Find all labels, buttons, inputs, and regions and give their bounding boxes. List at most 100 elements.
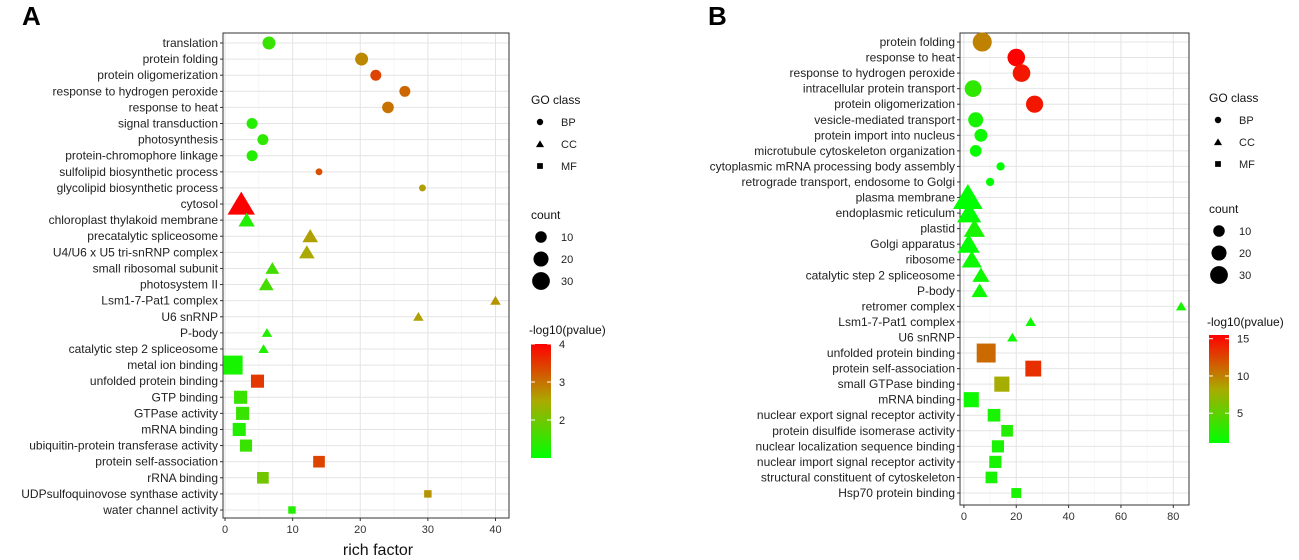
legend-shape-bp: [1214, 116, 1222, 124]
point-lsm1-7-pat1-complex: [490, 295, 501, 305]
panel-B-plot-area: [960, 33, 1189, 505]
point-plasma-membrane: [953, 184, 983, 209]
y-label-u4-u6-x-u5-tri-snrnp-complex: U4/U6 x U5 tri-snRNP complex: [53, 245, 218, 259]
point-endoplasmic-reticulum: [957, 202, 982, 223]
count-legend-value: 30: [561, 276, 573, 288]
point-cytoplasmic-mrna-processing-body-assembly: [996, 162, 1005, 171]
point-rrna-binding: [257, 471, 269, 484]
y-label-catalytic-step-2-spliceosome: catalytic step 2 spliceosome: [806, 268, 956, 282]
y-label-retrograde-transport-endosome-to-golgi: retrograde transport, endosome to Golgi: [742, 175, 955, 189]
go-class-legend-title: GO class: [531, 93, 580, 107]
y-label-gtp-binding: GTP binding: [152, 390, 219, 404]
y-label-photosynthesis: photosynthesis: [138, 133, 218, 147]
x-tick-label: 30: [422, 524, 434, 536]
count-legend-circle-30: [532, 272, 550, 290]
point-protein-self-association: [1025, 360, 1042, 377]
point-unfolded-protein-binding: [976, 343, 996, 363]
point-mrna-binding: [232, 422, 246, 437]
legend-shape-mf: [1215, 161, 1221, 167]
panel-label-A: A: [22, 1, 41, 31]
point-nuclear-export-signal-receptor-activity: [987, 408, 1001, 422]
point-protein-disulfide-isomerase-activity: [1001, 424, 1013, 437]
y-label-protein-import-into-nucleus: protein import into nucleus: [814, 128, 955, 142]
y-label-p-body: P-body: [917, 284, 955, 298]
point-response-to-hydrogen-peroxide: [399, 85, 411, 97]
legend-class-bp: BP: [561, 117, 576, 129]
point-photosynthesis: [257, 134, 269, 146]
y-label-protein-folding: protein folding: [143, 52, 218, 66]
y-label-nuclear-localization-sequence-binding: nuclear localization sequence binding: [756, 439, 955, 453]
pvalue-colorbar: [1209, 335, 1229, 443]
point-udpsulfoquinovose-synthase-activity: [424, 490, 432, 498]
x-tick-label: 60: [1115, 511, 1127, 523]
y-label-precatalytic-spliceosome: precatalytic spliceosome: [87, 229, 218, 243]
point-protein-oligomerization: [1025, 95, 1044, 113]
point-response-to-heat: [1007, 48, 1026, 67]
y-label-glycolipid-biosynthetic-process: glycolipid biosynthetic process: [57, 181, 218, 195]
y-label-vesicle-mediated-transport: vesicle-mediated transport: [814, 113, 955, 127]
point-protein-oligomerization: [370, 69, 382, 81]
count-legend-value: 20: [561, 254, 573, 266]
colorbar-tick-label: 10: [1237, 371, 1249, 383]
point-chloroplast-thylakoid-membrane: [238, 212, 255, 227]
y-label-plastid: plastid: [920, 222, 955, 236]
y-label-nuclear-import-signal-receptor-activity: nuclear import signal receptor activity: [757, 455, 955, 469]
y-label-unfolded-protein-binding: unfolded protein binding: [827, 346, 955, 360]
colorbar-tick-label: 4: [559, 339, 565, 351]
colorbar-tick-label: 2: [559, 415, 565, 427]
y-label-ubiquitin-protein-transferase-activity: ubiquitin-protein transferase activity: [29, 439, 218, 453]
point-ubiquitin-protein-transferase-activity: [239, 439, 253, 452]
legend-shape-mf: [537, 163, 543, 169]
y-label-protein-oligomerization: protein oligomerization: [97, 68, 218, 82]
point-retrograde-transport-endosome-to-golgi: [985, 177, 995, 187]
x-tick-label: 0: [222, 524, 228, 536]
point-precatalytic-spliceosome: [302, 229, 319, 243]
legend-class-mf: MF: [1239, 159, 1255, 171]
count-legend-value: 10: [561, 232, 573, 244]
y-label-protein-chromophore-linkage: protein-chromophore linkage: [65, 149, 218, 163]
y-label-response-to-hydrogen-peroxide: response to hydrogen peroxide: [53, 84, 219, 98]
y-label-structural-constituent-of-cytoskeleton: structural constituent of cytoskeleton: [761, 470, 955, 484]
point-catalytic-step-2-spliceosome: [972, 267, 990, 282]
point-protein-folding: [355, 52, 369, 66]
point-protein-import-into-nucleus: [974, 128, 988, 142]
y-label-small-gtpase-binding: small GTPase binding: [838, 377, 955, 391]
point-lsm1-7-pat1-complex: [1025, 317, 1036, 326]
y-label-cytoplasmic-mrna-processing-body-assembly: cytoplasmic mRNA processing body assembl…: [710, 159, 955, 173]
count-legend-circle-10: [1213, 225, 1225, 237]
point-gtpase-activity: [236, 406, 250, 420]
y-label-chloroplast-thylakoid-membrane: chloroplast thylakoid membrane: [49, 213, 219, 227]
x-tick-label: 20: [1010, 511, 1022, 523]
y-label-mrna-binding: mRNA binding: [878, 393, 955, 407]
point-nuclear-import-signal-receptor-activity: [989, 455, 1002, 468]
point-ribosome: [961, 250, 982, 268]
point-mrna-binding: [963, 392, 979, 408]
panel-A-border: [222, 32, 510, 519]
point-structural-constituent-of-cytoskeleton: [985, 471, 998, 484]
y-label-nuclear-export-signal-receptor-activity: nuclear export signal receptor activity: [757, 408, 955, 422]
point-small-gtpase-binding: [994, 376, 1010, 392]
y-label-protein-self-association: protein self-association: [832, 362, 955, 376]
point-small-ribosomal-subunit: [265, 262, 280, 274]
count-legend-value: 30: [1239, 270, 1251, 282]
y-label-unfolded-protein-binding: unfolded protein binding: [90, 374, 218, 388]
point-response-to-hydrogen-peroxide: [1012, 64, 1031, 82]
pvalue-legend-title: -log10(pvalue): [1207, 315, 1284, 329]
point-protein-folding: [972, 32, 992, 52]
colorbar-tick-label: 15: [1237, 334, 1249, 346]
point-u4-u6-x-u5-tri-snrnp-complex: [299, 245, 315, 259]
colorbar-tick-label: 3: [559, 377, 565, 389]
colorbar-tick-label: 5: [1237, 408, 1243, 420]
y-label-metal-ion-binding: metal ion binding: [127, 358, 218, 372]
count-legend-value: 10: [1239, 226, 1251, 238]
y-label-rrna-binding: rRNA binding: [147, 471, 218, 485]
point-metal-ion-binding: [223, 355, 243, 375]
legend-class-mf: MF: [561, 161, 577, 173]
y-label-photosystem-ii: photosystem II: [140, 278, 218, 292]
point-hsp70-protein-binding: [1011, 488, 1022, 498]
x-tick-label: 40: [1062, 511, 1074, 523]
point-plastid: [963, 218, 986, 237]
x-tick-label: 10: [287, 524, 299, 536]
legend-class-bp: BP: [1239, 115, 1254, 127]
